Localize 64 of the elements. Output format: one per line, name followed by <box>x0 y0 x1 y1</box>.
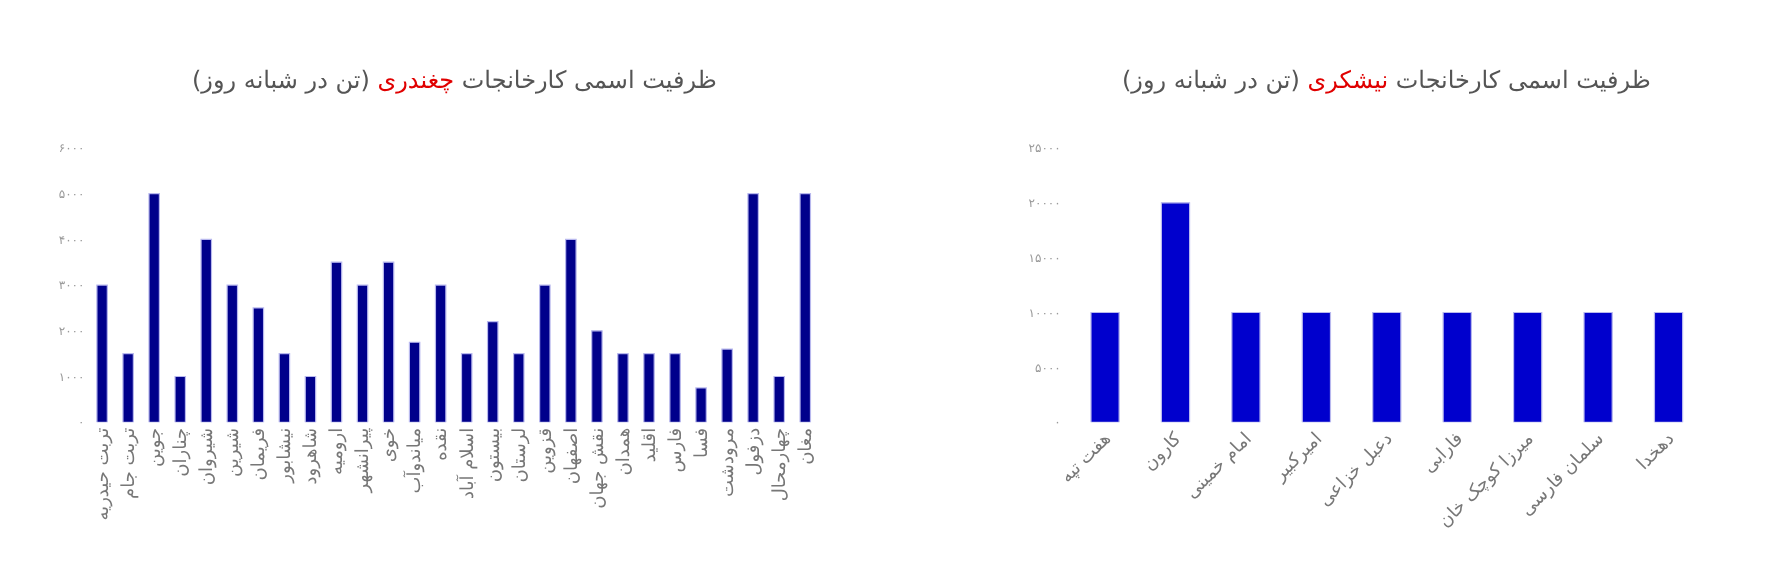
bar <box>773 375 786 423</box>
bar <box>278 353 291 423</box>
x-tick-label: پیرانشهر <box>354 426 375 495</box>
bar <box>304 375 317 423</box>
bar <box>799 193 812 423</box>
x-tick-label: اقلید <box>640 427 661 463</box>
x-tick-label: اسلام آباد <box>454 427 479 500</box>
bar <box>226 284 239 423</box>
x-tick-label: امیرکبیر <box>1269 429 1327 488</box>
x-tick-label: فسا <box>692 427 713 458</box>
x-tick-label: شیروان <box>198 427 219 486</box>
bar <box>122 353 134 423</box>
bar <box>512 353 525 423</box>
bar <box>96 284 108 423</box>
bar <box>695 387 707 423</box>
bar <box>539 284 551 423</box>
x-tick-label: اصفهان <box>562 427 583 485</box>
bar <box>669 353 681 423</box>
x-tick-label: نقش جهان <box>588 427 609 509</box>
x-tick-label: تربت جام <box>119 426 140 499</box>
bar <box>330 261 343 423</box>
bar <box>460 353 473 423</box>
x-tick-label: چناران <box>172 427 193 477</box>
bar <box>565 238 577 423</box>
bar <box>252 307 265 423</box>
x-tick-label: قزوین <box>536 427 557 474</box>
bar <box>148 193 160 423</box>
x-tick-label: مغان <box>797 427 818 465</box>
bar <box>174 375 187 423</box>
x-tick-label: کارون <box>1140 428 1188 476</box>
x-tick-label: فریمان <box>250 427 271 481</box>
bar <box>200 238 213 423</box>
x-tick-label: شاهرود <box>302 427 323 485</box>
x-tick-label: لرستان <box>510 427 531 483</box>
x-tick-label: فارابی <box>1419 429 1468 478</box>
x-tick-label: دهخدا <box>1634 429 1680 475</box>
x-tick-label: نقده <box>432 427 453 461</box>
x-tick-label: همدان <box>614 427 635 476</box>
bar <box>721 348 733 423</box>
x-tick-label: هفت تپه <box>1057 429 1117 488</box>
x-tick-label: مرودشت <box>718 427 739 497</box>
x-tick-label: دزفول <box>745 427 766 476</box>
x-tick-label: فارس <box>666 427 687 473</box>
x-tick-label: نیشابور <box>276 427 297 485</box>
x-tick-label: امام خمینی <box>1182 429 1257 504</box>
bar <box>643 353 655 423</box>
bar <box>408 341 421 423</box>
x-tick-label: ارومیه <box>328 427 349 475</box>
bar <box>486 321 499 423</box>
chart-title: ظرفیت اسمی کارخانجات نیشکری (تن در شبانه روز) <box>1122 66 1651 94</box>
x-tick-label: بیستون <box>484 427 505 483</box>
x-tick-label: خوی <box>380 427 401 463</box>
x-tick-label: چهارمحال <box>771 427 792 502</box>
bar <box>591 330 603 423</box>
chart-title: ظرفیت اسمی کارخانجات چغندری (تن در شبانه روز) <box>192 66 717 94</box>
x-tick-label: تربت حیدریه <box>93 426 114 521</box>
bar <box>356 284 369 423</box>
x-tick-label: شیرین <box>224 427 245 478</box>
bar <box>382 261 395 423</box>
bar <box>747 193 759 423</box>
bar <box>617 353 629 423</box>
x-tick-label: میاندوآب <box>402 427 427 494</box>
bar <box>434 284 447 423</box>
x-tick-label: جوین <box>146 427 167 467</box>
